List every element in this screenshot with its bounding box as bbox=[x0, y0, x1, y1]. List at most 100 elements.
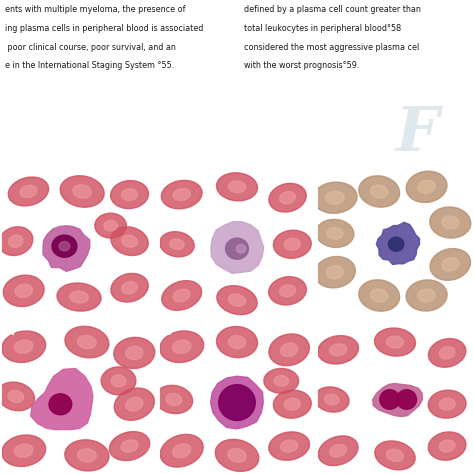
Text: e in the International Staging System °55.: e in the International Staging System °5… bbox=[5, 61, 174, 70]
Text: poor clinical course, poor survival, and an: poor clinical course, poor survival, and… bbox=[5, 43, 175, 52]
Ellipse shape bbox=[428, 338, 466, 367]
Ellipse shape bbox=[111, 375, 126, 387]
Ellipse shape bbox=[269, 334, 310, 365]
Ellipse shape bbox=[0, 227, 33, 255]
Ellipse shape bbox=[280, 285, 296, 297]
Ellipse shape bbox=[325, 394, 339, 405]
Ellipse shape bbox=[418, 289, 435, 302]
Ellipse shape bbox=[329, 344, 347, 356]
Ellipse shape bbox=[418, 180, 435, 193]
Ellipse shape bbox=[406, 280, 447, 311]
Ellipse shape bbox=[155, 385, 192, 414]
Ellipse shape bbox=[173, 444, 191, 458]
Ellipse shape bbox=[371, 185, 388, 198]
Ellipse shape bbox=[60, 176, 104, 207]
Text: ents with multiple myeloma, the presence of: ents with multiple myeloma, the presence… bbox=[5, 5, 185, 14]
Ellipse shape bbox=[281, 343, 298, 356]
Ellipse shape bbox=[52, 235, 77, 257]
Ellipse shape bbox=[57, 283, 101, 311]
Ellipse shape bbox=[3, 275, 44, 307]
Ellipse shape bbox=[70, 291, 88, 303]
Ellipse shape bbox=[359, 176, 400, 207]
Ellipse shape bbox=[226, 238, 248, 259]
Ellipse shape bbox=[95, 213, 127, 238]
Ellipse shape bbox=[386, 449, 403, 462]
Ellipse shape bbox=[14, 444, 33, 457]
Ellipse shape bbox=[442, 258, 459, 271]
Ellipse shape bbox=[122, 282, 137, 294]
Ellipse shape bbox=[109, 432, 150, 461]
Ellipse shape bbox=[161, 181, 202, 209]
Ellipse shape bbox=[65, 440, 109, 471]
Ellipse shape bbox=[329, 445, 346, 457]
Ellipse shape bbox=[173, 289, 190, 302]
Ellipse shape bbox=[430, 207, 471, 238]
Ellipse shape bbox=[280, 191, 295, 204]
Ellipse shape bbox=[439, 398, 455, 410]
Ellipse shape bbox=[274, 375, 289, 386]
Ellipse shape bbox=[228, 448, 246, 462]
Text: 1: 1 bbox=[6, 170, 15, 183]
Polygon shape bbox=[210, 376, 263, 429]
Ellipse shape bbox=[111, 273, 148, 302]
Ellipse shape bbox=[439, 347, 455, 359]
Ellipse shape bbox=[318, 436, 358, 465]
Ellipse shape bbox=[170, 239, 184, 250]
Ellipse shape bbox=[428, 432, 466, 460]
Ellipse shape bbox=[20, 185, 37, 198]
Ellipse shape bbox=[284, 398, 301, 410]
Ellipse shape bbox=[386, 336, 404, 348]
Polygon shape bbox=[43, 226, 90, 271]
Ellipse shape bbox=[173, 189, 191, 201]
Ellipse shape bbox=[73, 185, 91, 198]
Ellipse shape bbox=[406, 171, 447, 202]
Ellipse shape bbox=[269, 432, 310, 460]
Ellipse shape bbox=[237, 245, 246, 253]
Ellipse shape bbox=[49, 394, 72, 415]
Ellipse shape bbox=[228, 294, 246, 306]
Ellipse shape bbox=[111, 227, 148, 255]
Ellipse shape bbox=[59, 242, 70, 251]
Ellipse shape bbox=[264, 368, 299, 393]
Ellipse shape bbox=[0, 382, 35, 410]
Ellipse shape bbox=[316, 219, 354, 247]
Ellipse shape bbox=[114, 388, 155, 420]
Circle shape bbox=[219, 384, 255, 420]
Ellipse shape bbox=[160, 331, 204, 363]
Ellipse shape bbox=[126, 346, 143, 360]
Text: defined by a plasma cell count greater than: defined by a plasma cell count greater t… bbox=[244, 5, 421, 14]
Ellipse shape bbox=[371, 289, 388, 302]
Ellipse shape bbox=[8, 177, 49, 206]
Ellipse shape bbox=[313, 182, 357, 213]
Ellipse shape bbox=[281, 440, 298, 452]
Polygon shape bbox=[31, 368, 93, 429]
Ellipse shape bbox=[160, 232, 194, 257]
Ellipse shape bbox=[359, 280, 400, 311]
Ellipse shape bbox=[65, 326, 109, 358]
Ellipse shape bbox=[315, 256, 356, 288]
Circle shape bbox=[380, 390, 400, 409]
Text: ing plasma cells in peripheral blood is associated: ing plasma cells in peripheral blood is … bbox=[5, 24, 203, 33]
Ellipse shape bbox=[126, 397, 143, 411]
Ellipse shape bbox=[217, 327, 257, 357]
Ellipse shape bbox=[78, 449, 96, 462]
Ellipse shape bbox=[78, 336, 96, 349]
Text: F: F bbox=[395, 104, 439, 164]
Text: considered the most aggressive plasma cel: considered the most aggressive plasma ce… bbox=[244, 43, 419, 52]
Ellipse shape bbox=[217, 173, 257, 201]
Ellipse shape bbox=[215, 439, 259, 471]
Ellipse shape bbox=[122, 235, 137, 247]
Ellipse shape bbox=[2, 435, 46, 466]
Ellipse shape bbox=[326, 265, 344, 279]
Ellipse shape bbox=[273, 230, 311, 258]
Text: 6: 6 bbox=[322, 325, 331, 338]
Polygon shape bbox=[376, 222, 419, 264]
Ellipse shape bbox=[374, 328, 416, 356]
Ellipse shape bbox=[269, 183, 306, 212]
Ellipse shape bbox=[110, 181, 148, 209]
Polygon shape bbox=[211, 222, 264, 273]
Ellipse shape bbox=[228, 336, 246, 349]
Ellipse shape bbox=[315, 387, 349, 412]
Ellipse shape bbox=[160, 434, 203, 467]
Ellipse shape bbox=[269, 277, 306, 305]
